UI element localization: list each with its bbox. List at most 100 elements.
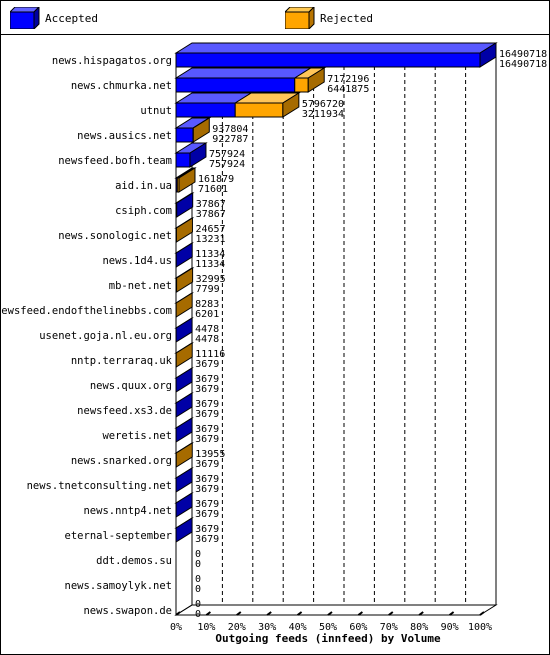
bar-rejected — [234, 102, 284, 118]
bar-accepted-side — [189, 142, 207, 168]
category-label: weretis.net — [102, 430, 172, 442]
bar-rejected-side — [175, 217, 193, 243]
category-label: csiph.com — [115, 205, 172, 217]
value-label-total: 3679 — [195, 374, 219, 385]
legend-separator — [0, 34, 550, 35]
legend-swatch-accepted — [8, 5, 41, 31]
bar-accepted-side — [175, 492, 193, 518]
legend-label-rejected: Rejected — [320, 11, 373, 25]
bar-accepted — [175, 152, 191, 168]
x-tick-mark — [175, 611, 181, 616]
legend-item-accepted: Accepted — [8, 5, 98, 31]
x-tick-mark — [449, 611, 455, 616]
bar-accepted-top — [174, 42, 498, 54]
bar-accepted-side — [175, 392, 193, 418]
value-label-accepted: 3211934 — [302, 109, 344, 120]
x-tick-label: 40% — [289, 622, 307, 633]
value-label-accepted: 757924 — [209, 159, 245, 170]
value-label-total: 8283 — [195, 299, 219, 310]
value-label-accepted: 3679 — [195, 359, 219, 370]
value-label-total: 7172196 — [327, 74, 369, 85]
category-label: news.1d4.us — [102, 255, 172, 267]
x-tick-label: 100% — [468, 622, 492, 633]
category-label: news.tnetconsulting.net — [27, 480, 172, 492]
value-label-accepted: 3679 — [195, 534, 219, 545]
category-label: news.ausics.net — [77, 130, 172, 142]
category-label: newsfeed.bofh.team — [58, 155, 172, 167]
category-label: news.chmurka.net — [71, 80, 172, 92]
bar-accepted — [175, 127, 194, 143]
value-label-total: 32995 — [196, 274, 226, 285]
category-label: newsfeed.xs3.de — [77, 405, 172, 417]
bar-accepted-side — [175, 417, 193, 443]
x-tick-label: 90% — [441, 622, 459, 633]
value-label-accepted: 16490718 — [499, 59, 547, 70]
bar-rejected-side — [176, 267, 194, 293]
x-tick-mark — [418, 611, 424, 616]
category-label: news.swapon.de — [83, 605, 172, 617]
value-label-accepted: 3679 — [195, 484, 219, 495]
value-label-total: 0 — [195, 599, 201, 610]
category-label: news.samoylyk.net — [65, 580, 172, 592]
x-tick-mark — [357, 611, 363, 616]
value-label-accepted: 922787 — [212, 134, 248, 145]
category-label: news.nntp4.net — [83, 505, 172, 517]
value-label-accepted: 0 — [195, 584, 201, 595]
value-label-total: 757924 — [209, 149, 245, 160]
chart-title: Outgoing feeds (innfeed) by Volume — [215, 632, 441, 645]
value-label-accepted: 37867 — [196, 209, 226, 220]
bar-rejected-side — [178, 167, 196, 193]
x-tick-label: 60% — [349, 622, 367, 633]
category-label: news.hispagatos.org — [52, 55, 172, 67]
value-label-total: 3679 — [195, 499, 219, 510]
x-tick-label: 50% — [319, 622, 337, 633]
x-tick-mark — [236, 611, 242, 616]
axis-floor — [174, 604, 498, 616]
bar-rejected-side — [175, 342, 193, 368]
value-label-total: 5796720 — [302, 99, 344, 110]
bar-accepted — [175, 102, 236, 118]
bar-accepted-side — [175, 367, 193, 393]
x-tick-mark — [205, 611, 211, 616]
legend-item-rejected: Rejected — [283, 5, 373, 31]
value-label-total: 4478 — [195, 324, 219, 335]
bar-rejected-side — [192, 117, 210, 143]
category-label: mb-net.net — [109, 280, 172, 292]
value-label-total: 24657 — [195, 224, 225, 235]
value-label-total: 37867 — [196, 199, 226, 210]
value-label-accepted: 3679 — [195, 459, 219, 470]
category-label: usenet.goja.nl.eu.org — [39, 330, 172, 342]
bar-rejected-side — [175, 442, 193, 468]
x-tick-label: 20% — [228, 622, 246, 633]
bar-accepted-side — [175, 242, 193, 268]
value-label-accepted: 11334 — [195, 259, 225, 270]
bar-accepted-side — [176, 192, 194, 218]
value-label-accepted: 3679 — [195, 434, 219, 445]
value-label-accepted: 0 — [195, 609, 201, 620]
bar-accepted — [175, 52, 481, 68]
bar-accepted — [175, 77, 296, 93]
value-label-total: 161879 — [198, 174, 234, 185]
value-label-total: 16490718 — [499, 49, 547, 60]
value-label-total: 3679 — [195, 474, 219, 485]
value-label-total: 13955 — [195, 449, 225, 460]
category-label: ddt.demos.su — [96, 555, 172, 567]
value-label-total: 3679 — [195, 424, 219, 435]
value-label-total: 11116 — [195, 349, 225, 360]
x-tick-label: 0% — [170, 622, 182, 633]
bar-rejected-side — [282, 92, 300, 118]
legend-label-accepted: Accepted — [45, 11, 98, 25]
category-label: aid.in.ua — [115, 180, 172, 192]
bar-rejected-side — [307, 67, 325, 93]
value-label-accepted: 6441875 — [327, 84, 369, 95]
value-label-accepted: 3679 — [195, 509, 219, 520]
value-label-accepted: 0 — [195, 559, 201, 570]
value-label-total: 937804 — [212, 124, 248, 135]
x-tick-label: 10% — [197, 622, 215, 633]
category-label: utnut — [140, 105, 172, 117]
x-tick-mark — [266, 611, 272, 616]
x-tick-label: 80% — [410, 622, 428, 633]
bar-accepted-side — [479, 42, 497, 68]
category-label: newsfeed.endofthelinebbs.com — [0, 305, 172, 317]
